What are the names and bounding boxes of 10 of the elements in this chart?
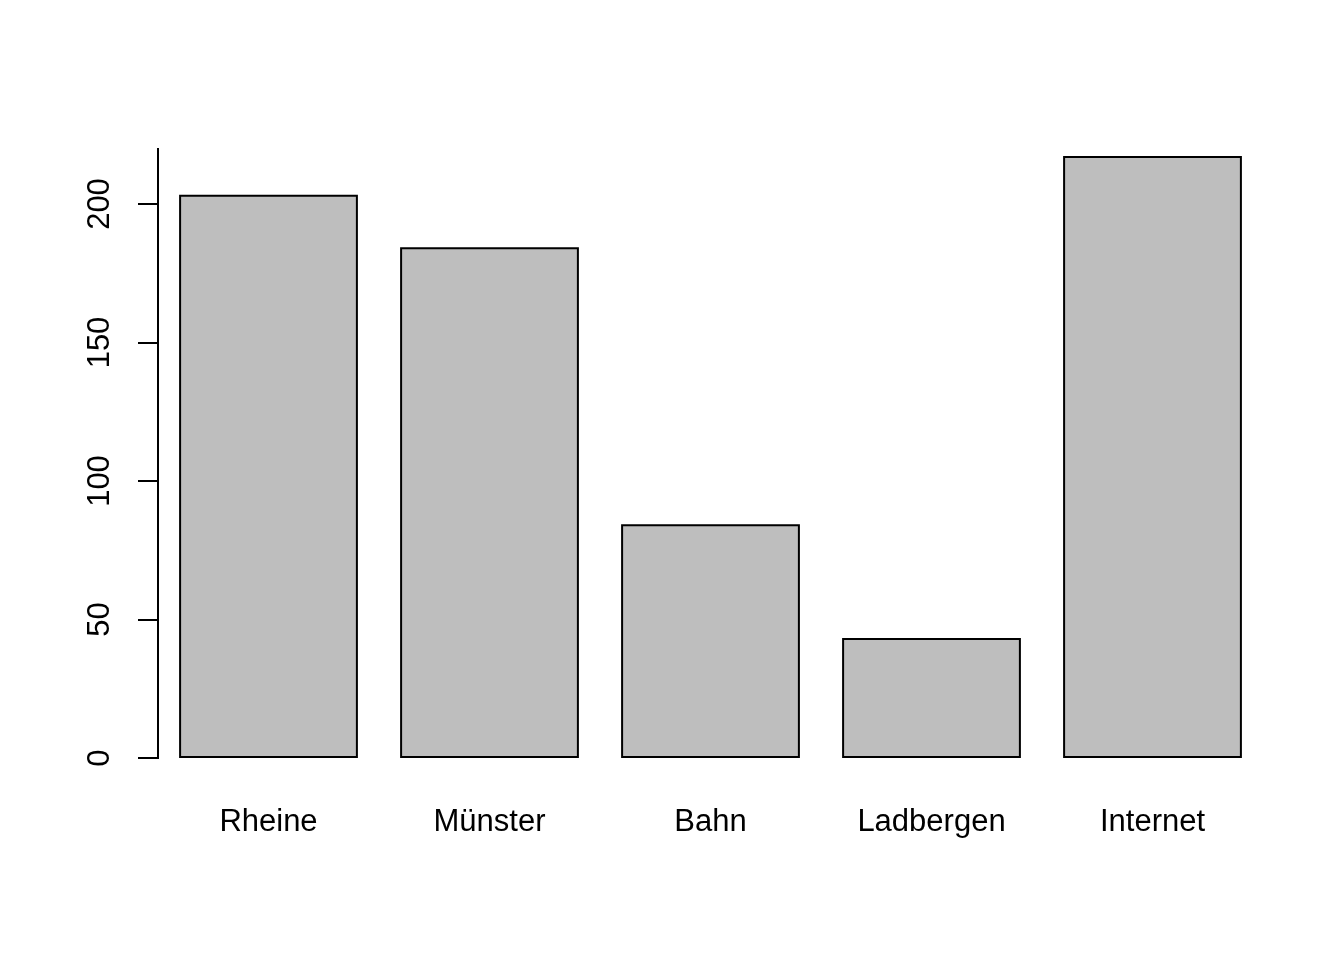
y-tick-label: 50 xyxy=(80,602,116,637)
x-tick-label: Bahn xyxy=(674,803,747,839)
x-tick-label: Rheine xyxy=(219,803,318,839)
x-tick-label: Münster xyxy=(433,803,546,839)
x-tick-label: Internet xyxy=(1099,803,1206,839)
x-tick-label: Ladbergen xyxy=(857,803,1006,839)
y-tick-label: 100 xyxy=(80,455,116,507)
y-tick-label: 200 xyxy=(80,178,116,230)
y-tick-label: 150 xyxy=(80,316,116,369)
y-tick-label: 0 xyxy=(80,749,116,767)
